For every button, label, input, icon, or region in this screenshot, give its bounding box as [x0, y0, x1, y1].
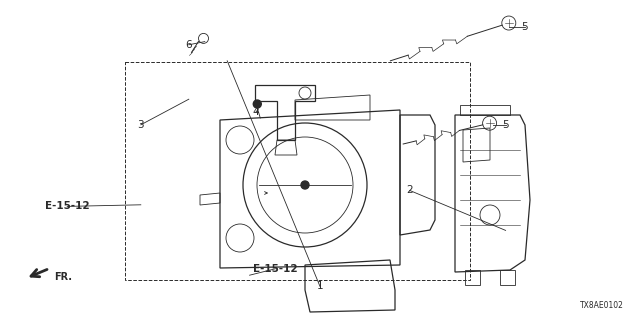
Text: 4: 4: [253, 107, 259, 117]
Bar: [125, 62, 470, 280]
Text: E-15-12: E-15-12: [45, 201, 90, 212]
Circle shape: [253, 100, 261, 108]
Text: 2: 2: [406, 185, 413, 196]
Text: 3: 3: [138, 120, 144, 130]
Text: 5: 5: [522, 22, 528, 32]
Circle shape: [301, 181, 309, 189]
Text: 1: 1: [317, 281, 323, 292]
Text: FR.: FR.: [54, 272, 72, 282]
Text: E-15-12: E-15-12: [253, 264, 298, 274]
Text: TX8AE0102: TX8AE0102: [580, 301, 624, 310]
Text: 5: 5: [502, 120, 509, 130]
Text: 6: 6: [186, 40, 192, 50]
